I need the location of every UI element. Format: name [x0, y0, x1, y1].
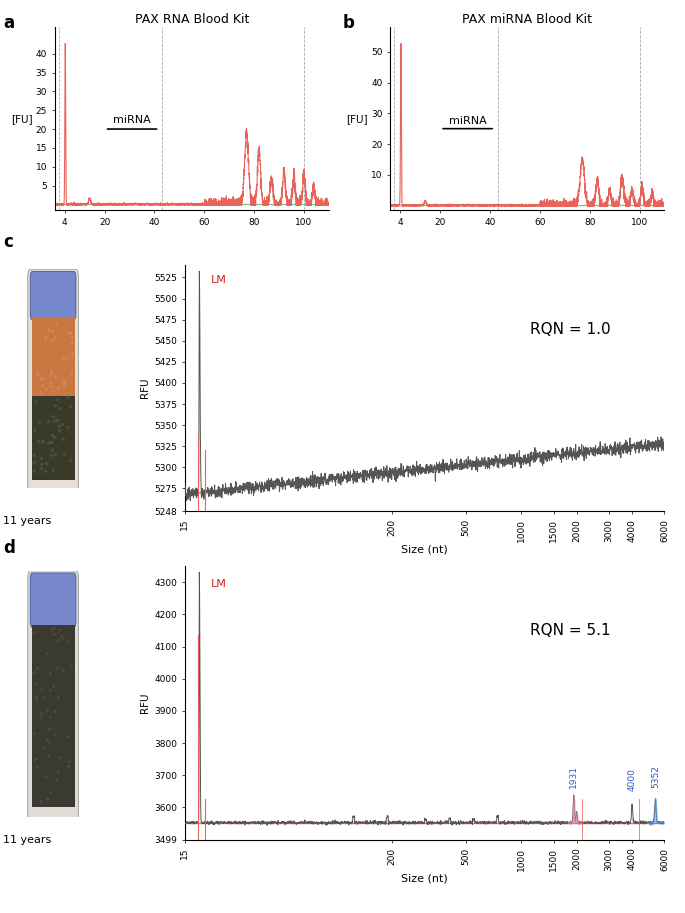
Text: LM: LM [211, 275, 227, 285]
Text: b: b [342, 14, 354, 32]
Text: 11 years: 11 years [3, 835, 51, 845]
Text: d: d [3, 539, 15, 557]
Text: c: c [3, 233, 13, 251]
FancyBboxPatch shape [27, 571, 79, 822]
Bar [32, 318, 75, 396]
Title: PAX miRNA Blood Kit: PAX miRNA Blood Kit [462, 13, 593, 26]
Y-axis label: [FU]: [FU] [347, 114, 369, 123]
Title: PAX RNA Blood Kit: PAX RNA Blood Kit [135, 13, 249, 26]
Text: RQN = 5.1: RQN = 5.1 [530, 623, 611, 637]
Text: 5352: 5352 [651, 765, 660, 788]
Text: a: a [3, 14, 14, 32]
Text: miRNA: miRNA [113, 115, 151, 125]
Text: RQN = 1.0: RQN = 1.0 [530, 321, 611, 337]
Bar [32, 396, 75, 479]
FancyBboxPatch shape [30, 573, 76, 627]
Text: 11 years: 11 years [3, 516, 51, 526]
Text: 1931: 1931 [569, 765, 578, 788]
Text: miRNA: miRNA [449, 116, 486, 126]
FancyBboxPatch shape [30, 271, 76, 320]
FancyBboxPatch shape [27, 269, 79, 493]
Y-axis label: RFU: RFU [140, 693, 150, 713]
X-axis label: Size (nt): Size (nt) [401, 545, 448, 555]
X-axis label: Size (nt): Size (nt) [401, 874, 448, 884]
Y-axis label: RFU: RFU [140, 378, 150, 398]
Text: LM: LM [211, 579, 227, 589]
Bar [32, 624, 75, 807]
Text: 4000: 4000 [627, 769, 636, 792]
Y-axis label: [FU]: [FU] [11, 114, 33, 123]
